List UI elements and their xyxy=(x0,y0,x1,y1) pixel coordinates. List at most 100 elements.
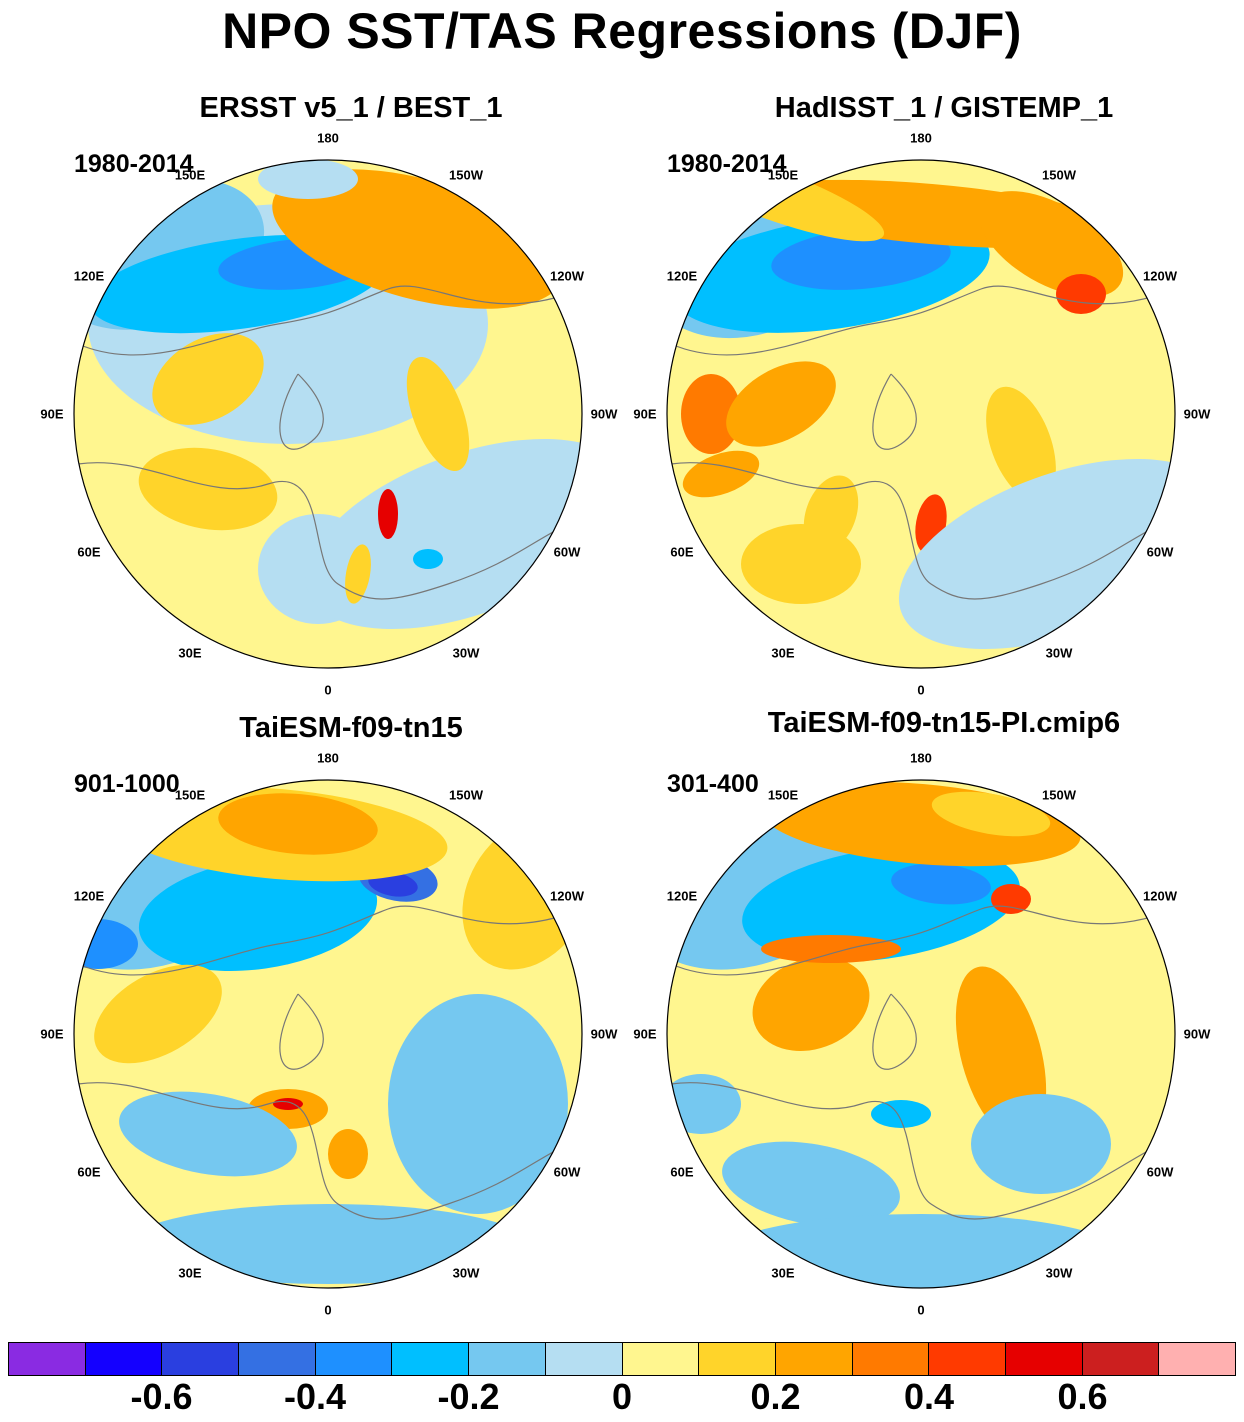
anomaly-region xyxy=(891,863,991,905)
coastline xyxy=(77,285,569,600)
anomaly-region xyxy=(682,450,760,498)
anomaly-region xyxy=(119,1091,297,1177)
longitude-label: 30E xyxy=(178,1265,202,1281)
longitude-label: 150E xyxy=(174,167,206,183)
anomaly-region xyxy=(413,549,443,569)
colorbar-tick-label: -0.6 xyxy=(130,1376,193,1417)
colorbar-swatch xyxy=(1082,1343,1160,1375)
longitude-label: 150E xyxy=(767,167,799,183)
longitude-label: 120E xyxy=(73,268,105,284)
map-boundary xyxy=(73,779,583,1289)
colorbar-swatch xyxy=(852,1343,930,1375)
colorbar-swatch xyxy=(622,1343,700,1375)
colorbar-swatch xyxy=(929,1343,1006,1375)
colorbar xyxy=(8,1342,1236,1376)
longitude-label: 120W xyxy=(550,268,584,284)
colorbar-tick-label: 0.4 xyxy=(903,1376,955,1417)
colorbar-swatch xyxy=(469,1343,546,1375)
anomaly-region xyxy=(971,1094,1111,1194)
longitude-label: 120W xyxy=(550,888,584,904)
map-boundary xyxy=(666,159,1176,669)
longitude-label: 60W xyxy=(1146,1164,1174,1180)
polar-map xyxy=(666,779,1176,1289)
anomaly-region xyxy=(771,228,951,290)
polar-map xyxy=(73,159,583,669)
period-label: 301-400 xyxy=(667,770,759,798)
longitude-label: 30W xyxy=(1045,645,1073,661)
longitude-label: 30W xyxy=(452,645,480,661)
longitude-label: 0 xyxy=(917,1302,925,1318)
longitude-label: 150E xyxy=(767,787,799,803)
coastline xyxy=(670,905,1162,1220)
anomaly-region xyxy=(871,1100,931,1128)
longitude-label: 120E xyxy=(666,888,698,904)
anomaly-region xyxy=(406,356,470,472)
panel-title: HadISST_1 / GISTEMP_1 xyxy=(774,92,1114,124)
longitude-label: 60E xyxy=(670,544,694,560)
colorbar-swatch xyxy=(545,1343,623,1375)
colorbar-swatch xyxy=(9,1343,86,1375)
longitude-label: 180 xyxy=(910,130,932,146)
period-label: 901-1000 xyxy=(74,770,180,798)
colorbar-swatch xyxy=(162,1343,240,1375)
colorbar-swatch xyxy=(1005,1343,1083,1375)
anomaly-region xyxy=(722,1141,900,1227)
longitude-label: 150W xyxy=(449,787,483,803)
anomaly-region xyxy=(128,1204,528,1284)
anomaly-region xyxy=(94,964,222,1064)
map-panel: TaiESM-f09-tn15 901-1000 180 150E 120E 90E 60E… xyxy=(0,712,622,1332)
longitude-label: 120W xyxy=(1143,888,1177,904)
anomaly-region xyxy=(741,524,861,604)
colorbar-tick-label: -0.2 xyxy=(437,1376,500,1417)
longitude-label: 90E xyxy=(40,1026,64,1042)
longitude-label: 60E xyxy=(77,544,101,560)
longitude-label: 30E xyxy=(771,645,795,661)
longitude-label: 30E xyxy=(771,1265,795,1281)
longitude-label: 150W xyxy=(1042,167,1076,183)
longitude-label: 90W xyxy=(1183,1026,1211,1042)
longitude-label: 150W xyxy=(1042,787,1076,803)
anomaly-region xyxy=(218,793,378,855)
anomaly-region xyxy=(721,1214,1121,1288)
anomaly-region xyxy=(328,1129,368,1179)
anomaly-region xyxy=(345,544,371,604)
longitude-label: 0 xyxy=(324,682,332,698)
longitude-label: 90E xyxy=(633,1026,657,1042)
colorbar-swatch xyxy=(315,1343,393,1375)
colorbar-tick-label: 0 xyxy=(611,1376,633,1417)
colorbar-swatch xyxy=(239,1343,316,1375)
coastline xyxy=(670,285,1162,600)
anomaly-region xyxy=(388,994,568,1214)
panel-title: ERSST v5_1 / BEST_1 xyxy=(199,92,503,124)
anomaly-region xyxy=(378,489,398,539)
anomaly-region xyxy=(1056,274,1106,314)
map-panel: HadISST_1 / GISTEMP_1 1980-2014 180 150E 120… xyxy=(593,92,1215,712)
longitude-label: 30W xyxy=(1045,1265,1073,1281)
longitude-label: 150W xyxy=(449,167,483,183)
longitude-label: 60W xyxy=(553,1164,581,1180)
map-boundary xyxy=(666,779,1176,1289)
anomaly-region xyxy=(258,160,358,199)
period-label: 1980-2014 xyxy=(667,150,787,178)
anomaly-region xyxy=(978,191,1124,297)
anomaly-region xyxy=(138,447,278,531)
anomaly-region xyxy=(273,1098,303,1110)
longitude-label: 30W xyxy=(452,1265,480,1281)
polar-map xyxy=(666,159,1176,669)
map-panel: ERSST v5_1 / BEST_1 1980-2014 180 150E 120E 9… xyxy=(0,92,622,712)
longitude-label: 90W xyxy=(1183,406,1211,422)
colorbar-swatch xyxy=(392,1343,470,1375)
longitude-label: 60E xyxy=(670,1164,694,1180)
longitude-label: 120W xyxy=(1143,268,1177,284)
longitude-label: 60E xyxy=(77,1164,101,1180)
longitude-label: 180 xyxy=(910,750,932,766)
period-label: 1980-2014 xyxy=(74,150,194,178)
colorbar-tick-label: -0.4 xyxy=(283,1376,347,1417)
longitude-label: 90E xyxy=(40,406,64,422)
map-boundary xyxy=(73,159,583,669)
colorbar-tick-label: 0.2 xyxy=(750,1376,801,1417)
colorbar-swatch xyxy=(699,1343,776,1375)
anomaly-region xyxy=(986,386,1056,502)
longitude-label: 30E xyxy=(178,645,202,661)
longitude-label: 120E xyxy=(666,268,698,284)
